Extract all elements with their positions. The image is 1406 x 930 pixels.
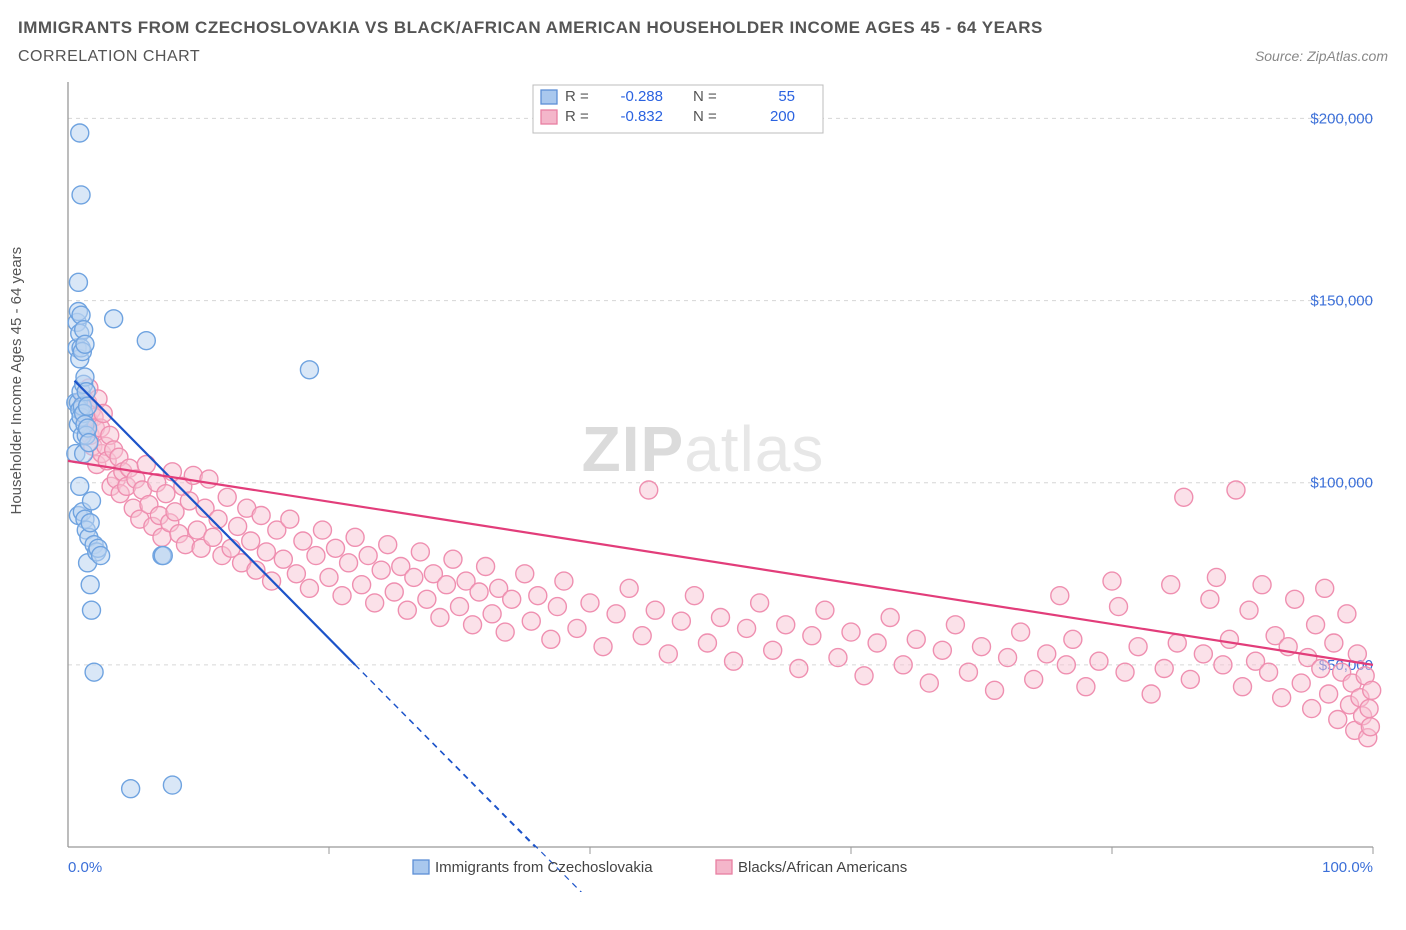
subtitle-row: CORRELATION CHART Source: ZipAtlas.com bbox=[18, 48, 1388, 66]
source-link[interactable]: ZipAtlas.com bbox=[1307, 48, 1388, 64]
svg-text:R =: R = bbox=[565, 108, 589, 125]
svg-text:$150,000: $150,000 bbox=[1310, 293, 1373, 310]
svg-text:-0.832: -0.832 bbox=[620, 108, 663, 125]
svg-text:100.0%: 100.0% bbox=[1322, 859, 1373, 876]
svg-text:N =: N = bbox=[693, 108, 717, 125]
chart-container: Householder Income Ages 45 - 64 years ZI… bbox=[18, 72, 1388, 892]
chart-title: IMMIGRANTS FROM CZECHOSLOVAKIA VS BLACK/… bbox=[18, 18, 1388, 38]
y-axis-label: Householder Income Ages 45 - 64 years bbox=[8, 247, 25, 515]
svg-text:0.0%: 0.0% bbox=[68, 859, 102, 876]
scatter-chart: $50,000$100,000$150,000$200,0000.0%100.0… bbox=[18, 72, 1388, 892]
svg-text:N =: N = bbox=[693, 88, 717, 105]
svg-text:R =: R = bbox=[565, 88, 589, 105]
svg-text:55: 55 bbox=[778, 88, 795, 105]
chart-subtitle: CORRELATION CHART bbox=[18, 48, 200, 66]
source-prefix: Source: bbox=[1255, 48, 1307, 64]
svg-text:-0.288: -0.288 bbox=[620, 88, 663, 105]
svg-text:Blacks/African Americans: Blacks/African Americans bbox=[738, 859, 907, 876]
source-credit: Source: ZipAtlas.com bbox=[1255, 48, 1388, 64]
svg-text:$100,000: $100,000 bbox=[1310, 475, 1373, 492]
svg-text:Immigrants from Czechoslovakia: Immigrants from Czechoslovakia bbox=[435, 859, 653, 876]
svg-text:200: 200 bbox=[770, 108, 795, 125]
svg-text:$200,000: $200,000 bbox=[1310, 110, 1373, 127]
